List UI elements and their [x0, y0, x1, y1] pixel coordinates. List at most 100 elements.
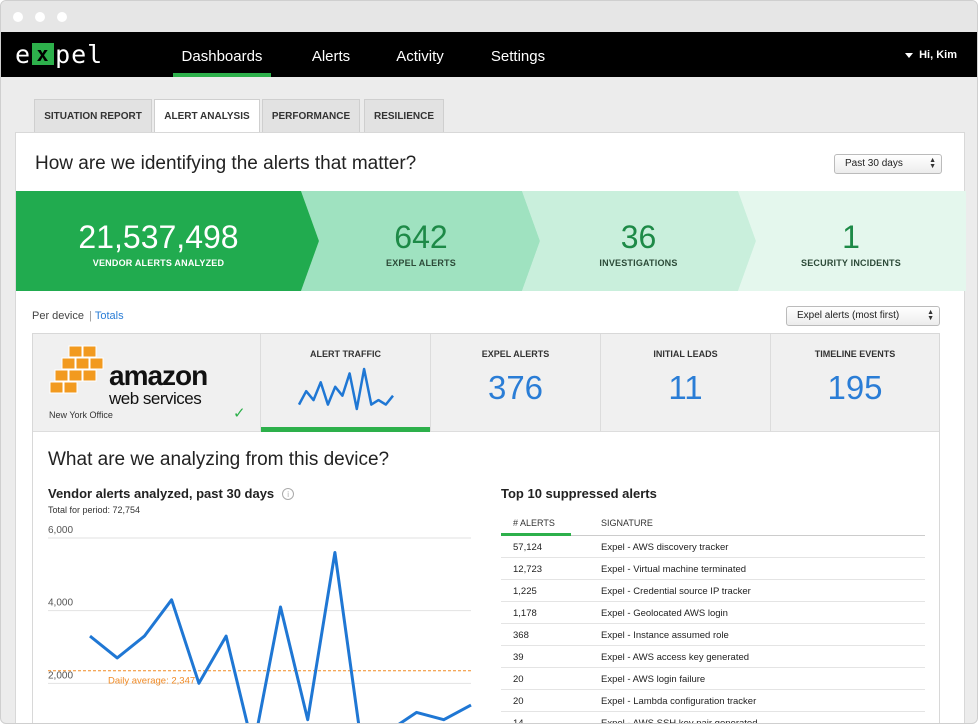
page-title: How are we identifying the alerts that m…: [35, 153, 417, 174]
device-expel-alerts-value: 376: [487, 369, 544, 406]
tab-alert-analysis[interactable]: ALERT ANALYSIS: [154, 99, 260, 133]
alert-signature: Expel - AWS access key generated: [601, 652, 750, 663]
device-location: New York Office: [49, 410, 113, 420]
col-header-signature[interactable]: SIGNATURE: [601, 518, 653, 528]
alert-count: 39: [513, 652, 524, 663]
table-row[interactable]: 57,124 Expel - AWS discovery tracker: [501, 536, 925, 558]
funnel-expel-alerts[interactable]: 642 EXPEL ALERTS: [316, 191, 526, 291]
alert-signature: Expel - AWS discovery tracker: [601, 542, 729, 553]
alert-count: 57,124: [513, 542, 543, 553]
aws-logo: amazon web services: [47, 344, 208, 408]
nav-alerts[interactable]: Alerts: [311, 48, 351, 65]
alert-count: 20: [513, 696, 524, 707]
chart-title: Vendor alerts analyzed, past 30 days i: [48, 486, 295, 501]
date-range-select[interactable]: Past 30 days ▲ ▼: [834, 154, 942, 174]
y-tick-label: 4,000: [48, 598, 73, 609]
device-expel-alerts-label: EXPEL ALERTS: [481, 349, 550, 359]
top-nav: e x pel Dashboards Alerts Activity Setting…: [1, 32, 977, 77]
select-arrows-icon: ▲ ▼: [927, 309, 934, 322]
table-row[interactable]: 39 Expel - AWS access key generated: [501, 646, 925, 668]
alert-count: 12,723: [513, 564, 543, 575]
initial-leads-label: INITIAL LEADS: [653, 349, 718, 359]
user-menu[interactable]: Hi, Kim: [905, 32, 957, 77]
expel-alerts-label: EXPEL ALERTS: [386, 258, 456, 268]
table-row[interactable]: 1,225 Expel - Credential source IP tracke…: [501, 580, 925, 602]
alert-signature: Expel - Instance assumed role: [601, 630, 729, 641]
funnel-shapes: [16, 191, 966, 291]
device-row[interactable]: amazon web services New York Office ✓ AL…: [33, 334, 939, 432]
y-tick-label: 6,000: [48, 525, 73, 536]
window-zoom-dot[interactable]: [57, 12, 67, 22]
device-sort-select[interactable]: Expel alerts (most first) ▲ ▼: [786, 306, 940, 326]
logo-x-box: x: [32, 43, 55, 65]
alert-traffic-cell[interactable]: ALERT TRAFFIC: [260, 334, 430, 432]
per-device-toggle[interactable]: Per device: [32, 310, 84, 322]
security-incidents-value: 1: [842, 219, 860, 255]
funnel-band-vendor-alerts: [16, 191, 319, 291]
tab-performance[interactable]: PERFORMANCE: [262, 99, 360, 132]
window-chrome: [1, 1, 977, 32]
toggle-separator: |: [88, 310, 92, 322]
chart-subtitle: Total for period: 72,754: [48, 505, 141, 515]
alert-traffic-label: ALERT TRAFFIC: [310, 349, 381, 359]
user-greeting: Hi, Kim: [919, 49, 957, 61]
vendor-alerts-value: 21,537,498: [78, 219, 239, 255]
aws-word-amazon: amazon: [109, 360, 208, 391]
nav-settings[interactable]: Settings: [490, 48, 546, 65]
suppressed-title: Top 10 suppressed alerts: [501, 486, 657, 501]
alert-funnel: 21,537,498 VENDOR ALERTS ANALYZED 642 EX…: [16, 191, 966, 291]
totals-link[interactable]: Totals: [94, 310, 124, 322]
timeline-events-value: 195: [827, 369, 883, 406]
y-tick-label: 2,000: [48, 670, 73, 681]
funnel-band-expel-alerts: [301, 191, 540, 291]
series-line: [89, 551, 472, 723]
funnel-band-security-incidents: [738, 191, 966, 291]
table-row[interactable]: 12,723 Expel - Virtual machine terminated: [501, 558, 925, 580]
expel-logo[interactable]: e x pel: [15, 39, 104, 69]
alert-count: 14: [513, 718, 524, 724]
alert-count: 1,178: [513, 608, 537, 619]
check-icon: ✓: [233, 405, 246, 422]
logo-letter-e: e: [15, 39, 32, 69]
window-close-dot[interactable]: [13, 12, 23, 22]
window-minimize-dot[interactable]: [35, 12, 45, 22]
timeline-events-cell[interactable]: TIMELINE EVENTS 195: [770, 334, 939, 432]
device-panel: amazon web services New York Office ✓ AL…: [32, 333, 940, 724]
aws-wordmark: amazon web services: [109, 360, 208, 408]
average-label: Daily average: 2,347: [108, 676, 195, 687]
table-row[interactable]: 20 Expel - AWS login failure: [501, 668, 925, 690]
view-toggle: Per device | Totals: [32, 310, 124, 322]
table-row[interactable]: 368 Expel - Instance assumed role: [501, 624, 925, 646]
nav-dashboards[interactable]: Dashboards: [173, 32, 271, 77]
aws-cubes-icon: [49, 345, 104, 394]
tab-situation-report[interactable]: SITUATION REPORT: [34, 99, 152, 132]
funnel-vendor-alerts[interactable]: 21,537,498 VENDOR ALERTS ANALYZED: [16, 191, 301, 291]
tab-resilience[interactable]: RESILIENCE: [364, 99, 444, 132]
date-range-value: Past 30 days: [845, 158, 903, 169]
sparkline-line: [297, 367, 394, 411]
investigations-value: 36: [620, 219, 657, 255]
section-title: What are we analyzing from this device?: [48, 449, 390, 470]
device-sort-value: Expel alerts (most first): [797, 310, 900, 321]
initial-leads-cell[interactable]: INITIAL LEADS 11: [600, 334, 770, 432]
expel-alerts-cell[interactable]: EXPEL ALERTS 376: [430, 334, 600, 432]
alert-count: 1,225: [513, 586, 537, 597]
vendor-alerts-chart: 6,000 4,000 2,000 Daily average: 2,347: [48, 525, 472, 723]
alert-traffic-sparkline: [297, 367, 394, 411]
funnel-security-incidents[interactable]: 1 SECURITY INCIDENTS: [751, 191, 951, 291]
funnel-investigations[interactable]: 36 INVESTIGATIONS: [536, 191, 741, 291]
table-row[interactable]: 14 Expel - AWS SSH key pair generated: [501, 712, 925, 724]
table-row[interactable]: 20 Expel - Lambda configuration tracker: [501, 690, 925, 712]
alert-signature: Expel - Virtual machine terminated: [601, 564, 747, 575]
col-header-count[interactable]: # ALERTS: [501, 518, 571, 536]
aws-word-webservices: web services: [109, 389, 202, 408]
nav-activity[interactable]: Activity: [396, 48, 444, 65]
info-icon[interactable]: i: [282, 488, 295, 500]
suppressed-table: # ALERTS SIGNATURE 57,124 Expel - AWS dis…: [501, 512, 925, 724]
logo-letters-pel: pel: [55, 39, 104, 69]
caret-down-icon: [905, 52, 914, 58]
alert-count: 368: [513, 630, 529, 641]
table-row[interactable]: 1,178 Expel - Geolocated AWS login: [501, 602, 925, 624]
alert-signature: Expel - Geolocated AWS login: [601, 608, 728, 619]
